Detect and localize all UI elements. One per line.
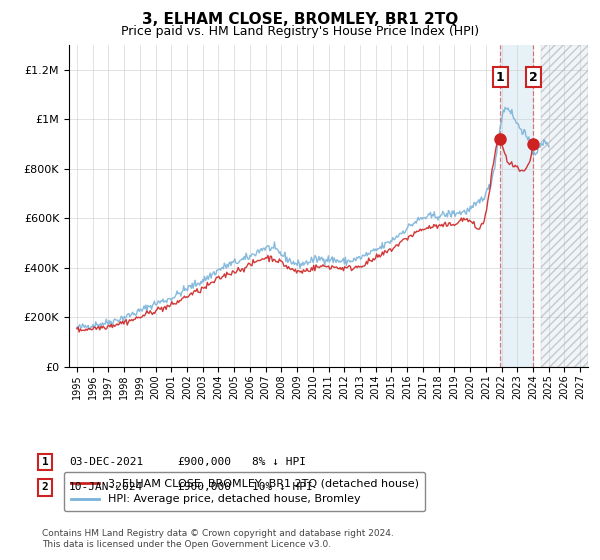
Text: £900,000: £900,000 xyxy=(177,457,231,467)
Text: 1: 1 xyxy=(496,71,505,83)
Text: 8% ↓ HPI: 8% ↓ HPI xyxy=(252,457,306,467)
Bar xyxy=(500,45,533,367)
Text: 10-JAN-2024: 10-JAN-2024 xyxy=(69,482,143,492)
Bar xyxy=(541,45,588,367)
Text: 2: 2 xyxy=(529,71,538,83)
Text: 10% ↓ HPI: 10% ↓ HPI xyxy=(252,482,313,492)
Text: £900,000: £900,000 xyxy=(177,482,231,492)
Bar xyxy=(541,45,588,367)
Text: Contains HM Land Registry data © Crown copyright and database right 2024.
This d: Contains HM Land Registry data © Crown c… xyxy=(42,529,394,549)
Text: 2: 2 xyxy=(41,482,49,492)
Text: 03-DEC-2021: 03-DEC-2021 xyxy=(69,457,143,467)
Bar xyxy=(541,45,588,367)
Text: Price paid vs. HM Land Registry's House Price Index (HPI): Price paid vs. HM Land Registry's House … xyxy=(121,25,479,38)
Legend: 3, ELHAM CLOSE, BROMLEY, BR1 2TQ (detached house), HPI: Average price, detached : 3, ELHAM CLOSE, BROMLEY, BR1 2TQ (detach… xyxy=(64,472,425,511)
Text: 3, ELHAM CLOSE, BROMLEY, BR1 2TQ: 3, ELHAM CLOSE, BROMLEY, BR1 2TQ xyxy=(142,12,458,27)
Text: 1: 1 xyxy=(41,457,49,467)
